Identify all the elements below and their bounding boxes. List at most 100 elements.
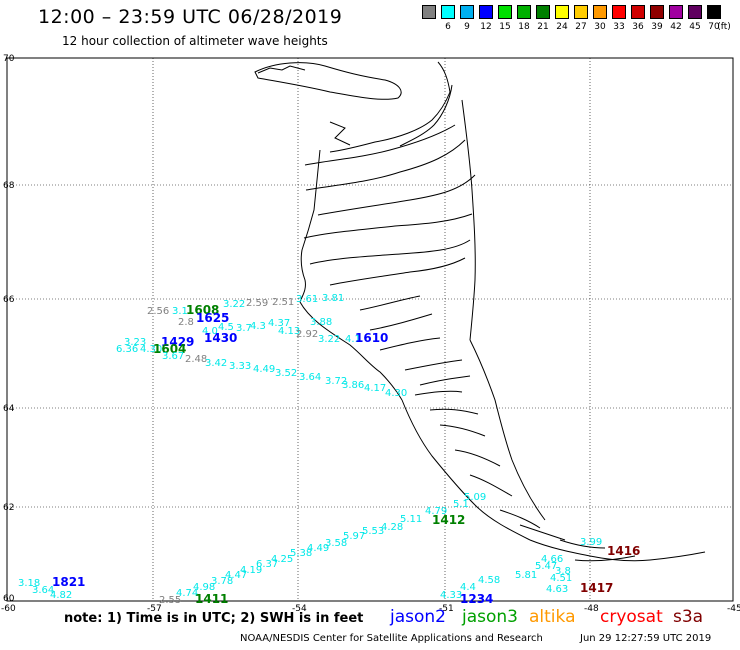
legend-swatch bbox=[441, 5, 455, 19]
axis-tick-labels: 70 68 66 64 62 60-60 -57 -54 -51 -48 -45 bbox=[1, 54, 740, 614]
map-frame bbox=[6, 57, 734, 602]
wave-height-value: 4.49 bbox=[253, 364, 275, 375]
legend-label: 9 bbox=[464, 22, 470, 32]
pass-time-label: 1411 bbox=[195, 592, 228, 606]
pass-time-label: 1604 bbox=[153, 342, 186, 356]
coastline-segment bbox=[304, 124, 456, 166]
wave-height-value: 2.92 bbox=[296, 329, 318, 340]
legend-label: 30 bbox=[594, 22, 606, 32]
greenland-coastline bbox=[254, 61, 706, 562]
latitude-tick-label: 64 bbox=[3, 404, 15, 414]
pass-time-label: 1625 bbox=[196, 311, 229, 325]
pass-time-label: 1417 bbox=[580, 581, 613, 595]
legend-label: 33 bbox=[613, 22, 625, 32]
coastline-segment bbox=[469, 339, 546, 521]
coastline-segment bbox=[399, 84, 453, 147]
legend-swatch bbox=[574, 5, 588, 19]
satellite-jason3: jason3 bbox=[462, 607, 518, 627]
wave-height-value: 5.53 bbox=[362, 526, 384, 537]
wave-height-value: 3.42 bbox=[205, 358, 227, 369]
coastline-segment bbox=[329, 257, 466, 286]
note-text: note: 1) Time is in UTC; 2) SWH is in fe… bbox=[64, 611, 364, 626]
wave-height-value: 4.30 bbox=[385, 388, 407, 399]
pass-time-label: 1610 bbox=[355, 331, 388, 345]
wave-height-value: 2.56 bbox=[147, 306, 169, 317]
legend-label: 36 bbox=[632, 22, 644, 32]
coastline-segment bbox=[429, 408, 486, 437]
pass-time-label: 1821 bbox=[52, 575, 85, 589]
wave-height-value: 4.17 bbox=[364, 383, 386, 394]
coastline-segment bbox=[414, 375, 471, 396]
wave-height-value: 3.86 bbox=[342, 380, 364, 391]
wave-height-value: 3.72 bbox=[325, 376, 347, 387]
map-title: 12:00 – 23:59 UTC 06/28/2019 bbox=[38, 6, 343, 28]
legend-swatch bbox=[422, 5, 436, 19]
coastline-segment bbox=[299, 301, 403, 401]
coastline-segment bbox=[401, 399, 531, 541]
legend-label: 12 bbox=[480, 22, 492, 32]
wave-height-value: 2.55 bbox=[159, 595, 181, 606]
legend-label: 21 bbox=[537, 22, 549, 32]
wave-height-value: 4.58 bbox=[478, 575, 500, 586]
legend-swatch bbox=[498, 5, 512, 19]
coastline-segment bbox=[254, 62, 402, 100]
latitude-tick-label: 66 bbox=[3, 295, 15, 305]
wave-height-value: 4.79 bbox=[425, 506, 447, 517]
longitude-tick-label: -54 bbox=[292, 604, 307, 614]
wave-height-value: 4.19 bbox=[240, 565, 262, 576]
wave-height-value: 4.5 bbox=[218, 322, 234, 333]
coastline-segment bbox=[499, 509, 566, 541]
wave-height-value: 4.33 bbox=[440, 590, 462, 601]
coastline-segment bbox=[329, 61, 451, 153]
wave-height-value: 5.11 bbox=[400, 514, 422, 525]
legend-unit: (ft) bbox=[717, 22, 731, 32]
wave-height-value: 4.25 bbox=[271, 554, 293, 565]
wave-height-value: 4.1 bbox=[345, 334, 361, 345]
wave-height-value: 6.36 bbox=[116, 344, 138, 355]
wave-height-value: 3.78 bbox=[211, 576, 233, 587]
pass-time-label: 1608 bbox=[186, 303, 219, 317]
satellite-jason2: jason2 bbox=[390, 607, 446, 627]
latitude-tick-label: 68 bbox=[3, 181, 15, 191]
wave-height-value: 4.30 bbox=[140, 344, 162, 355]
wave-height-value: 3.67 bbox=[162, 351, 184, 362]
pass-time-label: 1412 bbox=[432, 513, 465, 527]
coastline-segment bbox=[454, 449, 513, 497]
coastline-segment bbox=[559, 539, 636, 562]
wave-height-value: 4.74 bbox=[176, 588, 198, 599]
legend-label: 42 bbox=[670, 22, 682, 32]
wave-height-value: 4.0 bbox=[202, 326, 218, 337]
coastline-segment bbox=[317, 174, 476, 216]
wave-height-value: 3.1 bbox=[172, 306, 188, 317]
wave-height-value: 2.48 bbox=[185, 354, 207, 365]
wave-height-value: 3.81 bbox=[322, 293, 344, 304]
satellite-altika: altika bbox=[529, 607, 576, 627]
wave-height-value: 3.88 bbox=[310, 317, 332, 328]
wave-height-value: 3.7 bbox=[236, 323, 252, 334]
legend-swatch bbox=[593, 5, 607, 19]
wave-height-value: 4.3 bbox=[250, 321, 266, 332]
coastline-segment bbox=[461, 99, 476, 341]
wave-height-value: 4.13 bbox=[278, 326, 300, 337]
legend-swatch bbox=[650, 5, 664, 19]
coastline-segment bbox=[529, 539, 706, 562]
wave-height-value: 5.97 bbox=[343, 531, 365, 542]
coastline-segment bbox=[257, 65, 306, 74]
pass-time-label: 1416 bbox=[607, 544, 640, 558]
longitude-tick-label: -48 bbox=[584, 604, 599, 614]
wave-height-value: 4.82 bbox=[50, 590, 72, 601]
wave-height-value: 3.33 bbox=[229, 361, 251, 372]
wave-height-value: 2.59 bbox=[246, 298, 268, 309]
wave-height-value: 3.99 bbox=[580, 537, 602, 548]
legend-label: 6 bbox=[445, 22, 451, 32]
wave-height-value: 3.58 bbox=[325, 538, 347, 549]
coastline-segment bbox=[303, 213, 473, 239]
latitude-tick-label: 62 bbox=[3, 503, 14, 513]
wave-height-value: 3.18 bbox=[18, 578, 40, 589]
legend-label: 70 bbox=[708, 22, 720, 32]
wave-height-value: 3.8 bbox=[555, 566, 571, 577]
map-subtitle: 12 hour collection of altimeter wave hei… bbox=[62, 34, 328, 48]
wave-height-value: 4.49 bbox=[307, 543, 329, 554]
